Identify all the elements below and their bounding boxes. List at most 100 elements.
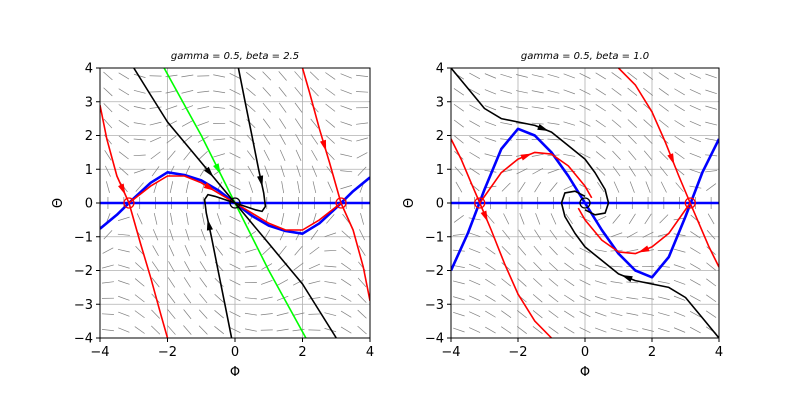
direction-arrow	[325, 87, 336, 96]
direction-arrow	[229, 120, 241, 127]
direction-arrow	[151, 166, 160, 177]
direction-arrow	[563, 105, 576, 110]
direction-arrow	[246, 103, 256, 112]
direction-arrow	[517, 262, 527, 272]
direction-arrow	[452, 265, 465, 268]
direction-arrow	[453, 215, 464, 223]
direction-arrow	[563, 121, 576, 126]
direction-arrow	[295, 229, 302, 241]
direction-arrow	[517, 245, 527, 256]
direction-arrow	[626, 328, 639, 332]
direction-arrow	[104, 165, 111, 177]
direction-arrow	[119, 166, 129, 176]
direction-arrow	[612, 150, 621, 160]
trajectory-arrowhead	[206, 219, 213, 231]
y-tick-label: 1	[436, 163, 444, 178]
direction-arrow	[357, 309, 367, 319]
direction-arrow	[673, 327, 686, 333]
direction-arrow	[229, 104, 241, 111]
direction-arrow	[170, 212, 173, 225]
direction-arrow	[564, 246, 575, 255]
direction-arrow	[229, 231, 241, 238]
direction-arrow	[469, 279, 481, 286]
trajectory-arrowhead	[537, 123, 549, 131]
direction-arrow	[360, 213, 365, 225]
separatrix-line	[301, 68, 370, 302]
direction-arrow	[278, 102, 287, 113]
direction-arrow	[484, 105, 497, 111]
fixed-point-marker	[123, 197, 135, 209]
direction-arrow	[324, 281, 337, 284]
direction-arrow	[199, 293, 208, 304]
direction-arrow	[293, 262, 304, 271]
direction-arrow	[246, 150, 255, 161]
direction-arrow	[454, 166, 464, 176]
direction-arrow	[597, 181, 605, 193]
direction-arrow	[244, 312, 257, 316]
direction-arrow	[626, 281, 639, 284]
direction-arrow	[184, 245, 191, 257]
direction-arrow	[469, 136, 481, 143]
direction-arrow	[197, 121, 210, 126]
y-tick-label: −3	[425, 298, 444, 313]
direction-arrow	[151, 309, 161, 319]
direction-arrow	[643, 134, 653, 144]
direction-arrow	[324, 312, 337, 317]
direction-arrow	[706, 278, 717, 287]
direction-arrow	[262, 71, 272, 81]
direction-arrow	[118, 151, 129, 160]
direction-arrow	[263, 134, 271, 145]
direction-arrow	[340, 73, 352, 79]
direction-arrow	[294, 71, 303, 81]
direction-arrow	[563, 137, 576, 142]
direction-arrow	[612, 214, 621, 224]
y-tick-label: 0	[85, 197, 93, 212]
direction-arrow	[135, 246, 145, 256]
direction-arrow	[118, 295, 130, 301]
direction-arrow	[296, 212, 301, 225]
direction-arrow	[516, 326, 527, 334]
y-tick-label: −1	[74, 230, 93, 245]
direction-arrow	[657, 280, 670, 284]
direction-arrow	[673, 311, 686, 317]
direction-arrow	[292, 328, 305, 332]
separatrix-arrowhead	[118, 183, 126, 195]
direction-arrow	[133, 169, 146, 174]
direction-arrow	[135, 262, 145, 271]
direction-arrow	[548, 310, 559, 319]
direction-arrow	[642, 328, 654, 332]
direction-arrow	[500, 105, 513, 110]
direction-arrow	[564, 262, 575, 271]
direction-arrow	[340, 89, 352, 95]
direction-arrow	[611, 103, 622, 112]
direction-arrow	[103, 118, 113, 129]
direction-arrow	[531, 90, 544, 94]
direction-arrow	[673, 295, 686, 301]
trajectory-line	[560, 190, 719, 338]
direction-arrow	[185, 228, 190, 241]
direction-arrow	[595, 88, 607, 96]
direction-arrow	[118, 280, 130, 285]
direction-arrow	[469, 327, 481, 333]
x-axis-label: Φ	[230, 365, 240, 380]
direction-arrow	[340, 153, 353, 158]
direction-arrow	[168, 261, 175, 272]
separatrix-arrowhead	[203, 182, 215, 191]
direction-arrow	[628, 150, 637, 161]
x-tick-label: 2	[298, 345, 306, 360]
direction-arrow	[213, 138, 226, 141]
direction-arrow	[550, 213, 557, 225]
separatrix-line	[479, 151, 593, 204]
direction-arrow	[579, 136, 591, 143]
direction-arrow	[627, 119, 637, 128]
direction-arrow	[278, 245, 287, 256]
direction-arrow	[340, 121, 352, 126]
direction-arrow	[341, 230, 351, 240]
direction-arrow	[181, 74, 194, 78]
fixed-point-marker	[684, 197, 696, 209]
direction-arrow	[594, 280, 607, 285]
direction-arrow	[199, 277, 208, 288]
direction-arrow	[660, 181, 667, 193]
direction-arrow	[118, 327, 130, 333]
direction-arrow	[549, 182, 558, 192]
